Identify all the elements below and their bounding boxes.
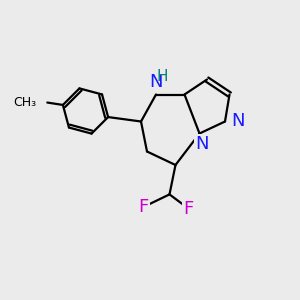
- Text: CH₃: CH₃: [13, 96, 36, 109]
- Text: H: H: [157, 69, 168, 84]
- Text: F: F: [183, 200, 194, 217]
- Text: F: F: [138, 198, 148, 216]
- Text: N: N: [231, 112, 244, 130]
- Text: N: N: [149, 73, 163, 91]
- Text: N: N: [195, 135, 209, 153]
